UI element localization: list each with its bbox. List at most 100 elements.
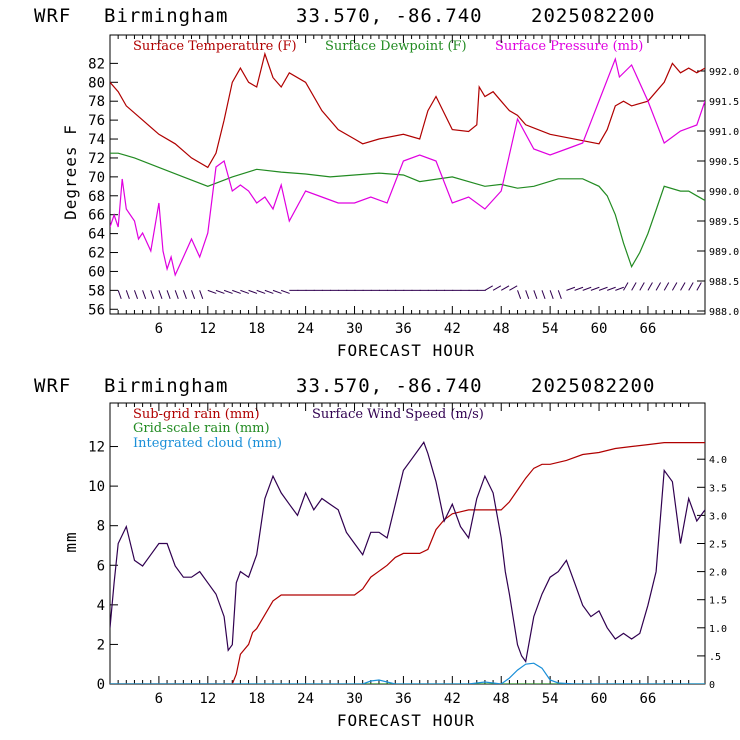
bottom-ytick-label: 8	[97, 519, 105, 535]
bottom-xtick-label: 18	[248, 691, 265, 707]
bottom-header-run: 2025082200	[531, 375, 655, 397]
wind-barb	[150, 290, 155, 299]
wind-barb	[549, 290, 554, 299]
bottom-ytick-label: 4	[97, 598, 105, 614]
bottom-y2tick-label: 4.0	[709, 455, 727, 466]
wind-barb	[574, 286, 584, 291]
wind-barb	[500, 285, 510, 291]
bottom-y2tick-label: 3.0	[709, 511, 727, 522]
wind-barb	[166, 290, 171, 299]
wind-barb	[125, 290, 130, 299]
legend-grid-scale-rain: Grid-scale rain (mm)	[133, 421, 270, 436]
bottom-xtick-label: 54	[542, 691, 559, 707]
top-ytick-label: 70	[88, 170, 105, 186]
wind-barb	[142, 290, 147, 299]
wind-barb	[256, 289, 266, 294]
wind-barb	[598, 286, 608, 291]
wind-barb	[541, 290, 546, 299]
wind-barb	[248, 289, 258, 294]
bottom-ytick-label: 10	[88, 479, 105, 495]
wind-barb	[199, 290, 204, 299]
top-ytick-label: 64	[88, 227, 105, 243]
wind-barb	[133, 290, 139, 299]
top-ytick-label: 78	[88, 94, 105, 110]
wind-barb	[582, 286, 592, 291]
bottom-series-surface-wind-speed-m-s	[110, 441, 705, 663]
bottom-xtick-label: 12	[199, 691, 216, 707]
wind-barb	[117, 290, 122, 299]
top-ytick-label: 74	[88, 132, 105, 148]
wind-barb	[533, 290, 538, 299]
top-ytick-label: 80	[88, 75, 105, 91]
bottom-xtick-label: 48	[493, 691, 510, 707]
wind-barb	[671, 282, 678, 291]
top-xtick-label: 60	[591, 321, 608, 337]
wind-barb	[232, 289, 241, 294]
wind-barb	[557, 290, 562, 299]
legend-integrated-cloud: Integrated cloud (mm)	[133, 436, 282, 451]
wind-barb	[492, 285, 502, 291]
wind-barb	[280, 289, 290, 294]
top-series-surface-temperature-f	[110, 51, 705, 169]
bottom-ytick-label: 12	[88, 440, 105, 456]
wind-barb	[655, 282, 662, 291]
top-xtick-label: 24	[297, 321, 314, 337]
bottom-header-location: Birmingham	[104, 375, 228, 397]
legend-surface-pressure: Surface Pressure (mb)	[495, 39, 643, 54]
bottom-ytick-label: 0	[97, 677, 105, 693]
top-series-surface-dewpoint-f	[110, 152, 705, 269]
top-ytick-label: 60	[88, 264, 105, 280]
wind-barb	[174, 290, 179, 299]
wind-barb	[191, 290, 196, 299]
top-plot-frame	[109, 34, 706, 315]
legend-sub-grid-rain: Sub-grid rain (mm)	[133, 407, 260, 422]
top-ytick-label: 56	[88, 302, 105, 318]
wind-barb	[272, 289, 282, 294]
wind-barb	[158, 290, 163, 299]
bottom-ytick-label: 2	[97, 637, 105, 653]
top-header-run: 2025082200	[531, 5, 655, 27]
top-series-surface-pressure-mb	[110, 56, 705, 277]
top-y2tick-label: 990.0	[709, 187, 739, 198]
top-xtick-label: 36	[395, 321, 412, 337]
top-ytick-label: 82	[88, 56, 105, 72]
top-xtick-label: 30	[346, 321, 363, 337]
bottom-header: WRF Birmingham 33.570, -86.740 202508220…	[34, 375, 655, 397]
legend-surface-temperature: Surface Temperature (F)	[133, 39, 297, 54]
top-xtick-label: 12	[199, 321, 216, 337]
top-header-location: Birmingham	[104, 5, 228, 27]
top-ytick-label: 66	[88, 208, 105, 224]
top-ytick-label: 72	[88, 151, 105, 167]
top-ytick-label: 58	[88, 283, 105, 299]
plot-layer: 6 12 18 24 30 36 42 48 54 60 665658606264666870727…	[88, 34, 739, 707]
legend-surface-dewpoint: Surface Dewpoint (F)	[325, 39, 467, 54]
wind-barb	[525, 290, 530, 299]
wind-barb	[566, 286, 576, 291]
top-xtick-label: 18	[248, 321, 265, 337]
wind-barb	[696, 282, 702, 291]
bottom-y2tick-label: 1.5	[709, 596, 727, 607]
wind-barb	[264, 289, 274, 294]
bottom-ytick-label: 6	[97, 558, 105, 574]
wind-barb	[615, 286, 624, 291]
top-xtick-label: 42	[444, 321, 461, 337]
bottom-y2tick-label: 3.5	[709, 483, 727, 494]
wind-barb	[182, 290, 187, 299]
top-wind-barbs	[117, 282, 702, 299]
bottom-xtick-label: 24	[297, 691, 314, 707]
top-legend: Surface Temperature (F) Surface Dewpoint…	[133, 39, 643, 54]
wind-barb	[223, 289, 233, 294]
bottom-xtick-label: 66	[640, 691, 657, 707]
top-xtick-label: 54	[542, 321, 559, 337]
top-xtick-label: 48	[493, 321, 510, 337]
top-ytick-label: 62	[88, 246, 105, 262]
bottom-y2tick-label: 2.5	[709, 540, 727, 551]
top-y2tick-label: 988.0	[709, 307, 739, 318]
top-y2tick-label: 988.5	[709, 277, 739, 288]
bottom-xtick-label: 30	[346, 691, 363, 707]
top-xlabel: FORECAST HOUR	[337, 341, 475, 360]
bottom-xtick-label: 60	[591, 691, 608, 707]
bottom-header-model: WRF	[34, 375, 71, 397]
bottom-xlabel: FORECAST HOUR	[337, 711, 475, 730]
